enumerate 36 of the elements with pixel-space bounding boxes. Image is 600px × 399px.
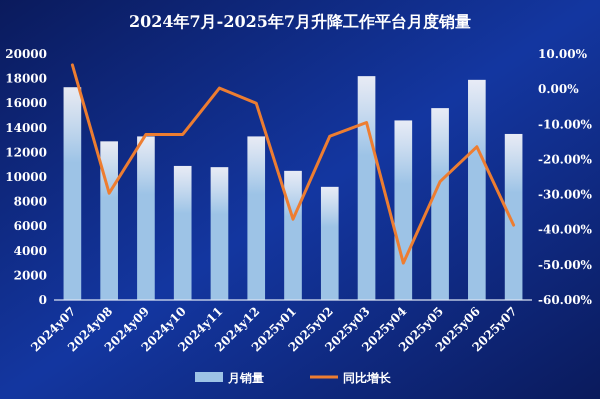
legend-label: 同比增长 — [343, 371, 392, 385]
bar — [210, 167, 228, 300]
bar — [320, 186, 339, 300]
bar — [100, 141, 118, 300]
y-tick-label: 8000 — [14, 194, 47, 209]
y-tick-label: 16000 — [5, 96, 47, 110]
y2-tick-label: -30.00% — [538, 188, 593, 202]
y2-tick-label: 10.00% — [538, 47, 588, 61]
y2-tick-label: -40.00% — [538, 222, 593, 237]
y-tick-label: 10000 — [5, 170, 47, 184]
y-tick-label: 12000 — [5, 145, 47, 160]
y2-tick-label: -20.00% — [538, 152, 593, 166]
y2-tick-label: -60.00% — [538, 293, 593, 307]
bar — [137, 136, 155, 300]
bar — [174, 166, 192, 300]
chart-title: 2024年7月-2025年7月升降工作平台月度销量 — [129, 12, 471, 31]
bar — [247, 136, 266, 300]
bar — [358, 76, 376, 300]
y2-tick-label: -10.00% — [538, 117, 593, 132]
bar — [431, 108, 449, 300]
bar — [468, 80, 486, 300]
y-tick-label: 14000 — [5, 120, 47, 135]
y-tick-label: 6000 — [14, 219, 47, 234]
y-tick-label: 4000 — [14, 244, 47, 258]
legend-label: 月销量 — [227, 371, 264, 385]
y2-tick-label: -50.00% — [538, 258, 593, 272]
y-tick-label: 2000 — [14, 268, 47, 282]
bar — [284, 170, 302, 300]
bar — [504, 134, 522, 300]
y-tick-label: 0 — [38, 293, 47, 307]
y-tick-label: 18000 — [5, 72, 47, 86]
bar — [394, 120, 412, 300]
y-tick-label: 20000 — [5, 47, 47, 61]
y2-tick-label: 0.00% — [538, 82, 580, 96]
bar — [64, 87, 82, 300]
line-series — [70, 63, 516, 265]
